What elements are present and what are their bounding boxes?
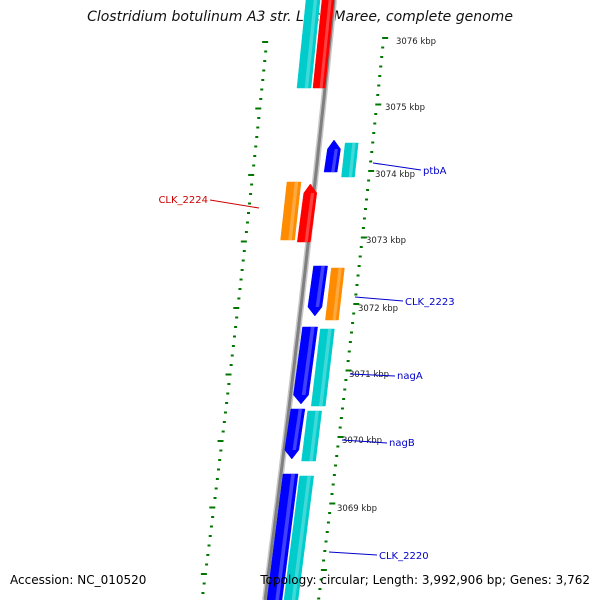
gene-label: CLK_2224	[158, 195, 208, 206]
gene-highlight	[304, 0, 318, 88]
gene-clk2224-orange	[280, 181, 302, 241]
gene-label-leader	[341, 439, 388, 444]
scale-label: 3073 kbp	[366, 236, 406, 246]
gene-clk2220-blue	[266, 473, 299, 600]
scale-label: 3076 kbp	[396, 37, 436, 47]
gene-label-leader	[209, 199, 260, 209]
gene-label: nagB	[389, 438, 415, 449]
gene-top-red	[312, 0, 335, 89]
gene-clk2223-blue	[307, 265, 328, 317]
gene-label: CLK_2220	[379, 551, 429, 562]
gene-highlight	[315, 266, 325, 307]
scale-label: 3075 kbp	[385, 103, 425, 113]
gene-clk2223-orange	[325, 267, 345, 321]
gene-highlight	[292, 409, 303, 450]
gene-label-leader	[372, 162, 422, 171]
gene-highlight	[319, 329, 332, 406]
gene-ptbA-cyan	[341, 142, 359, 178]
gene-highlight	[319, 0, 332, 88]
gene-highlight	[348, 143, 356, 177]
gene-label-leader	[349, 373, 396, 377]
gene-label: CLK_2223	[405, 297, 455, 308]
gene-ptbA-blue	[323, 139, 341, 173]
scale-label: 3074 kbp	[375, 170, 415, 180]
gene-nagB-cyan	[301, 410, 322, 462]
gene-highlight	[304, 193, 315, 242]
gene-top-cyan	[296, 0, 321, 89]
gene-clk2220-cyan	[283, 475, 314, 600]
gene-label: ptbA	[423, 166, 447, 177]
map-title: Clostridium botulinum A3 str. Loch Maree…	[87, 9, 513, 25]
gene-highlight	[288, 182, 299, 240]
scale-label: 3069 kbp	[337, 504, 377, 514]
scale-label: 3072 kbp	[358, 304, 398, 314]
gene-highlight	[309, 411, 319, 461]
topology-label: Topology: circular; Length: 3,992,906 bp…	[260, 573, 590, 587]
gene-highlight	[332, 268, 342, 320]
gene-highlight	[275, 474, 295, 600]
gene-label-leader	[354, 296, 404, 302]
gene-nagB-blue	[284, 408, 306, 460]
gene-nagA-cyan	[311, 328, 335, 407]
gene-nagA-blue	[293, 326, 318, 405]
gene-highlight	[331, 149, 338, 172]
gene-label-leader	[328, 551, 378, 556]
genome-backbone	[263, 0, 336, 600]
gene-highlight	[301, 327, 315, 395]
gene-highlight	[291, 476, 311, 600]
gene-clk2224-red	[297, 183, 318, 243]
accession-label: Accession: NC_010520	[10, 573, 147, 587]
gene-label: nagA	[397, 371, 423, 382]
